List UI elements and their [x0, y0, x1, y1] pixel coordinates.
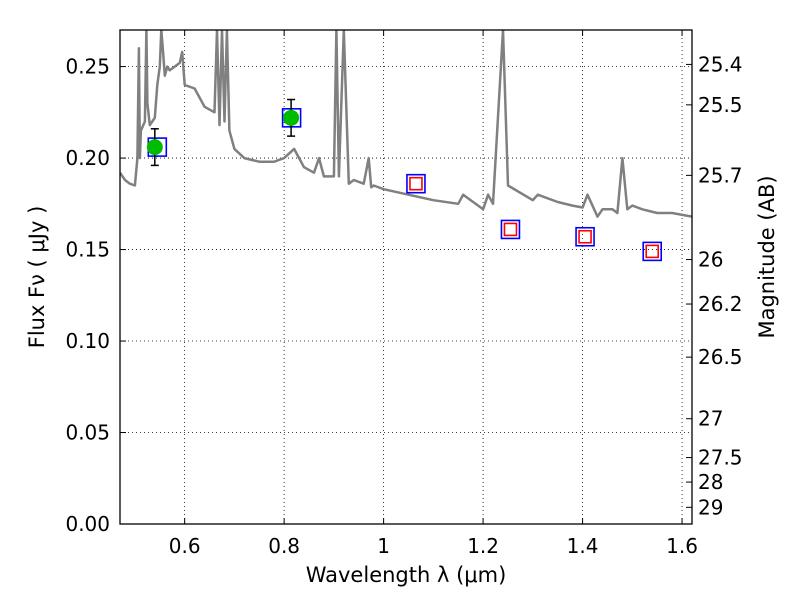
ticks-layer: 0.6 0.8 1 1.2 1.4 1.6 0.00 0.05 0.10 0.15 0.20 0.25…: [65, 30, 743, 558]
y2-tick-label: 26.2: [698, 292, 743, 316]
y2-tick-label: 28: [698, 470, 723, 494]
y-tick-label: 0.25: [65, 55, 110, 79]
y2-axis-label: Magnitude (AB): [755, 175, 779, 338]
x-tick-label: 1.2: [467, 534, 499, 558]
x-tick-label: 1.6: [666, 534, 698, 558]
x-tick-label: 0.8: [268, 534, 300, 558]
grid-lines: [120, 30, 692, 525]
y-axis-label: Flux Fν ( μJy ): [25, 206, 49, 349]
sed-model-line: [120, 30, 692, 218]
y-tick-label: 0.15: [65, 238, 110, 262]
y2-tick-label: 26.5: [698, 345, 743, 369]
y2-tick-label: 29: [698, 495, 723, 519]
observed-square-marker: [500, 219, 521, 240]
x-tick-label: 1.4: [567, 534, 599, 558]
y-tick-label: 0.20: [65, 146, 110, 170]
detection-point: [146, 139, 163, 156]
detection-point: [283, 109, 300, 126]
synthetic-square-marker: [409, 176, 423, 191]
y2-tick-label: 26: [698, 248, 723, 272]
synthetic-square-marker: [503, 222, 518, 237]
synthetic-square-marker: [578, 229, 592, 244]
y-tick-label: 0.05: [65, 421, 110, 445]
x-axis-label: Wavelength λ (μm): [306, 563, 507, 587]
y2-tick-label: 25.7: [698, 163, 743, 187]
y2-tick-label: 27.5: [698, 446, 743, 470]
y-tick-label: 0.10: [65, 329, 110, 353]
y-tick-label: 0.00: [65, 512, 110, 536]
y2-tick-label: 25.4: [698, 52, 743, 76]
x-tick-label: 1: [377, 534, 390, 558]
observed-square-marker: [406, 173, 426, 194]
observed-square-marker: [575, 226, 595, 247]
y2-tick-label: 25.5: [698, 93, 743, 117]
observed-square-marker: [642, 241, 663, 262]
y2-tick-label: 27: [698, 407, 723, 431]
x-tick-label: 0.6: [169, 534, 201, 558]
plot-frame: [119, 29, 693, 525]
synthetic-square-marker: [645, 244, 660, 259]
series-layer: [120, 30, 692, 262]
